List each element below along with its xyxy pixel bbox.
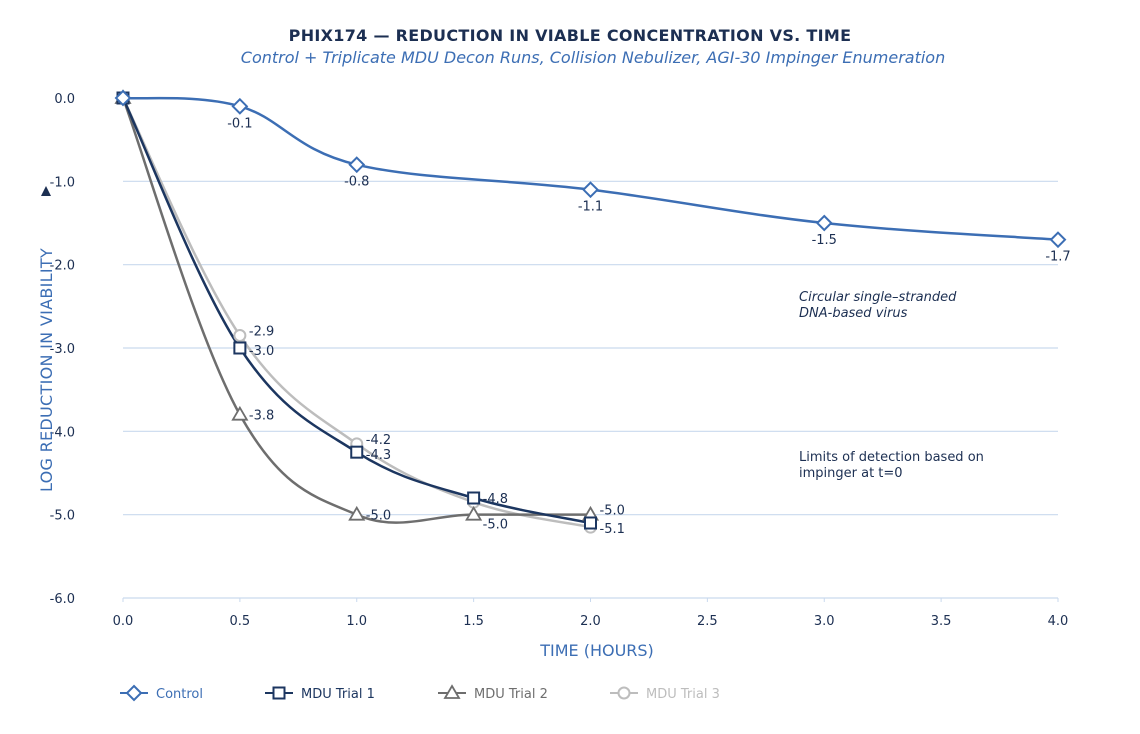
x-axis-title: TIME (HOURS)	[539, 641, 654, 660]
data-labels: -2.9 -4.2 -3.8 -5.0 -5.0 -5.0 -3.0 -4.3 -4.8 -5.1…	[227, 116, 1071, 537]
data-label: -3.0	[249, 344, 274, 359]
annotation-detection-limit: impinger at t=0	[799, 466, 903, 481]
diamond-marker	[348, 156, 366, 174]
legend-label: MDU Trial 3	[646, 687, 720, 702]
x-tick-label: 1.0	[346, 614, 367, 629]
data-label: -4.3	[366, 448, 391, 463]
diamond-marker	[815, 214, 833, 232]
y-axis-arrow-icon	[41, 186, 51, 196]
chart-title: PHIX174 — REDUCTION IN VIABLE CONCENTRAT…	[288, 26, 852, 45]
legend-label: MDU Trial 2	[474, 687, 548, 702]
legend-label: MDU Trial 1	[301, 687, 375, 702]
legend: Control MDU Trial 1 MDU Trial 2 MDU Trial 3	[120, 684, 720, 702]
x-tick-label: 3.5	[931, 614, 952, 629]
data-label: -1.1	[578, 200, 603, 215]
data-label: -5.0	[483, 518, 508, 533]
series-line-mdu-trial-1	[121, 97, 591, 525]
diamond-marker	[1049, 231, 1067, 249]
square-marker	[233, 341, 247, 355]
x-tick-label: 0.0	[113, 614, 134, 629]
x-tick-label: 2.0	[580, 614, 601, 629]
x-tick-label: 3.0	[814, 614, 835, 629]
square-marker	[467, 491, 481, 505]
legend-diamond-icon	[125, 684, 143, 702]
series-line-mdu-trial-2	[121, 97, 591, 524]
x-tick-labels: 0.0 0.5 1.0 1.5 2.0 2.5 3.0 3.5 4.0	[113, 614, 1069, 629]
data-label: -5.0	[366, 509, 391, 524]
x-tick-label: 2.5	[697, 614, 718, 629]
y-tick-label: -3.0	[50, 342, 75, 357]
data-label: -5.1	[600, 522, 625, 537]
legend-item-control: Control	[120, 684, 203, 702]
diamond-marker	[231, 97, 249, 115]
gridlines	[122, 180, 1059, 602]
legend-item-mdu-trial-2: MDU Trial 2	[438, 684, 548, 702]
series-markers	[114, 89, 1067, 534]
annotation-detection-limit: Limits of detection based on	[799, 450, 984, 465]
legend-triangle-icon	[443, 684, 461, 699]
x-tick-label: 1.5	[463, 614, 484, 629]
annotation-virus-type: DNA-based virus	[799, 306, 908, 321]
triangle-marker	[465, 505, 483, 521]
data-label: -2.9	[249, 325, 274, 340]
data-label: -0.1	[227, 116, 252, 131]
x-tick-label: 4.0	[1048, 614, 1069, 629]
legend-item-mdu-trial-3: MDU Trial 3	[610, 686, 720, 702]
legend-label: Control	[156, 687, 203, 702]
series-line-control	[122, 96, 1059, 241]
data-label: -1.7	[1045, 250, 1070, 265]
y-tick-label: -4.0	[50, 425, 75, 440]
diamond-marker	[582, 181, 599, 199]
annotation-virus-type: Circular single–stranded	[799, 290, 957, 305]
triangle-marker	[348, 505, 366, 521]
data-label: -1.5	[812, 233, 837, 248]
circle-marker	[233, 329, 247, 342]
data-label: -4.8	[483, 492, 508, 507]
square-marker	[584, 516, 597, 530]
y-tick-label: 0.0	[54, 92, 75, 107]
legend-square-icon	[272, 686, 286, 700]
y-tick-label: -5.0	[50, 509, 75, 524]
data-label: -5.0	[600, 504, 625, 519]
square-marker	[350, 445, 364, 459]
chart-subtitle: Control + Triplicate MDU Decon Runs, Col…	[240, 48, 946, 67]
data-label: -3.8	[249, 409, 274, 424]
data-label: -4.2	[366, 433, 391, 448]
x-tick-label: 0.5	[230, 614, 251, 629]
y-tick-label: -1.0	[50, 175, 75, 190]
series-line-mdu-trial-3	[121, 97, 591, 529]
diamond-marker	[114, 89, 132, 107]
triangle-marker	[231, 405, 249, 421]
legend-circle-icon	[617, 686, 631, 700]
data-label: -0.8	[344, 175, 369, 190]
y-tick-label: -2.0	[50, 259, 75, 274]
legend-item-mdu-trial-1: MDU Trial 1	[265, 686, 375, 702]
y-tick-labels: 0.0 -1.0 -2.0 -3.0 -4.0 -5.0 -6.0	[50, 92, 75, 607]
y-tick-label: -6.0	[50, 592, 75, 607]
y-axis-title: LOG REDUCTION IN VIABILITY	[37, 248, 56, 492]
